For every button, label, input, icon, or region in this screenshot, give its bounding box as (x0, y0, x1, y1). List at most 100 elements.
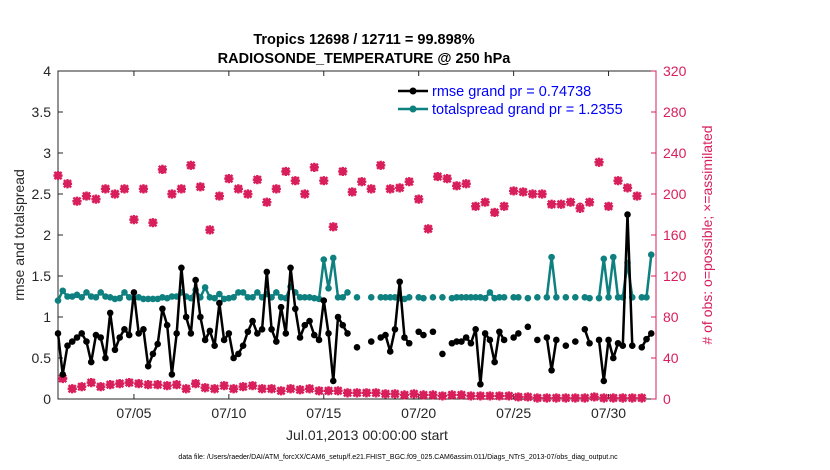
obs-assimilated-point (148, 218, 158, 228)
obs-assimilated-point (110, 189, 120, 199)
obs-assimilated-point (233, 184, 243, 194)
totalspread-point (510, 294, 517, 301)
totalspread-point (600, 255, 608, 263)
rmse-point (643, 335, 650, 343)
totalspread-point (116, 294, 123, 302)
obs-assimilated-point (565, 197, 576, 207)
totalspread-point (562, 294, 570, 301)
rmse-point (496, 328, 503, 336)
rmse-point (553, 336, 560, 344)
y-axis-label: rmse and totalspread (11, 169, 27, 301)
obs-assimilated-point (442, 174, 452, 184)
totalspread-point (187, 294, 195, 302)
rmse-point (315, 336, 323, 344)
totalspread-point (339, 294, 347, 301)
obs-assimilated-point (295, 385, 305, 395)
totalspread-point (230, 294, 237, 301)
legend: rmse grand pr = 0.74738 totalspread gran… (398, 84, 623, 118)
rmse-point (64, 342, 71, 350)
totalspread-point (254, 289, 261, 296)
obs-assimilated-point (494, 391, 504, 401)
rmse-point (420, 331, 427, 339)
totalspread-point (121, 289, 128, 296)
rmse-point (225, 330, 233, 337)
y-axis-right-label: # of obs: o=possible; ×=assimilated (699, 125, 715, 344)
totalspread-point (296, 294, 304, 301)
rmse-point (543, 334, 551, 341)
rmse-point (230, 354, 237, 362)
obs-assimilated-point (480, 197, 490, 207)
legend-rmse-label: rmse grand pr = 0.74738 (432, 84, 591, 100)
rmse-point (125, 331, 133, 339)
rmse-point (83, 338, 90, 345)
totalspread-point (382, 294, 389, 301)
obs-assimilated-point (153, 380, 163, 390)
legend-spread-label: totalspread grand pr = 1.2355 (432, 102, 623, 118)
obs-assimilated-point (622, 183, 633, 193)
rmse-point (197, 313, 204, 321)
rmse-point (97, 334, 105, 341)
rmse-point (515, 330, 522, 337)
rmse-point (68, 338, 76, 345)
rmse-point (140, 326, 147, 333)
obs-assimilated-point (456, 390, 467, 400)
obs-assimilated-point (433, 171, 443, 182)
obs-assimilated-point (575, 203, 585, 213)
rmse-point (429, 328, 437, 336)
rmse-point (562, 342, 570, 350)
x-tick-label: 07/20 (401, 405, 436, 421)
y-right-tick-label: 80 (663, 309, 679, 325)
totalspread-point (534, 294, 541, 301)
obs-assimilated-point (214, 191, 224, 201)
x-tick-label: 07/15 (306, 405, 341, 421)
y-tick-label: 1 (43, 309, 51, 325)
obs-assimilated-point (599, 393, 609, 403)
obs-assimilated-point (608, 393, 618, 403)
rmse-point (130, 289, 138, 296)
obs-assimilated-point (81, 191, 92, 201)
rmse-point (524, 323, 532, 331)
rmse-point (439, 350, 446, 358)
y-right-tick-label: 240 (663, 145, 687, 161)
totalspread-point (168, 293, 176, 300)
rmse-point (396, 278, 404, 286)
obs-count-layer (53, 157, 647, 403)
rmse-point (382, 331, 389, 339)
obs-assimilated-point (210, 384, 220, 394)
obs-assimilated-point (361, 388, 372, 398)
obs-assimilated-point (243, 189, 253, 199)
obs-assimilated-point (632, 191, 642, 201)
y-tick-label: 2.5 (32, 186, 52, 202)
obs-assimilated-point (589, 392, 599, 402)
rmse-point (268, 326, 275, 333)
obs-assimilated-point (176, 184, 186, 194)
rmse-point (163, 321, 171, 329)
rmse-point (216, 299, 223, 307)
obs-assimilated-point (333, 386, 343, 396)
obs-assimilated-point (157, 164, 168, 174)
rmse-point (277, 303, 285, 311)
obs-assimilated-point (504, 391, 514, 401)
obs-assimilated-point (509, 186, 519, 196)
rmse-point (638, 344, 646, 351)
totalspread-point (239, 289, 247, 296)
totalspread-point (353, 294, 361, 301)
obs-assimilated-point (238, 382, 248, 392)
rmse-point (500, 336, 508, 344)
totalspread-point (216, 290, 223, 298)
obs-assimilated-point (447, 390, 457, 400)
y-right-tick-label: 320 (663, 63, 687, 79)
obs-assimilated-point (423, 224, 433, 234)
rmse-point (647, 330, 655, 337)
obs-assimilated-point (314, 386, 324, 396)
totalspread-point (144, 295, 152, 303)
obs-assimilated-point (328, 222, 338, 232)
obs-assimilated-point (138, 184, 149, 194)
rmse-point (325, 330, 332, 337)
obs-assimilated-point (229, 384, 239, 394)
totalspread-point (429, 294, 437, 301)
rmse-point (609, 354, 617, 362)
x-tick-label: 07/10 (211, 405, 246, 421)
totalspread-point (467, 294, 475, 301)
rmse-point (367, 338, 375, 345)
